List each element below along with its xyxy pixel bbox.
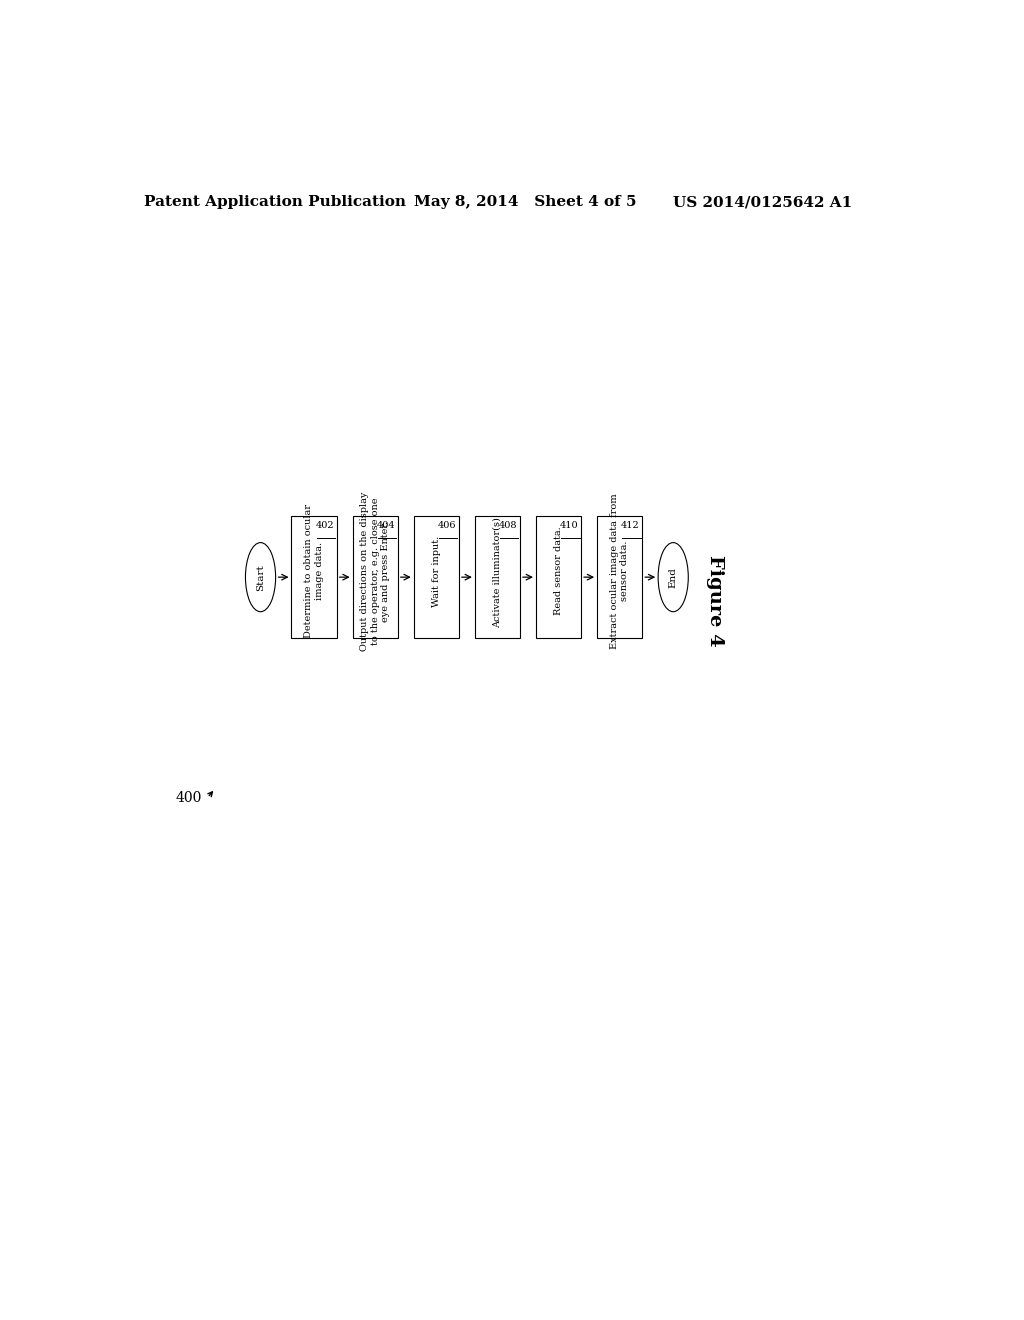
Text: 404: 404: [377, 521, 395, 531]
Text: 410: 410: [560, 521, 579, 531]
Text: Determine to obtain ocular
image data.: Determine to obtain ocular image data.: [304, 504, 324, 638]
Bar: [414, 516, 459, 638]
Ellipse shape: [658, 543, 688, 611]
Bar: [536, 516, 582, 638]
Text: Start: Start: [256, 564, 265, 590]
Text: US 2014/0125642 A1: US 2014/0125642 A1: [673, 195, 853, 209]
Text: Activate illuminator(s).: Activate illuminator(s).: [493, 513, 502, 628]
Text: Wait for input.: Wait for input.: [432, 536, 440, 607]
Ellipse shape: [246, 543, 275, 611]
Text: Figure 4: Figure 4: [707, 554, 724, 647]
Text: Extract ocular image data from
sensor data.: Extract ocular image data from sensor da…: [610, 494, 630, 649]
Text: Read sensor data.: Read sensor data.: [554, 527, 563, 615]
Bar: [292, 516, 337, 638]
Text: May 8, 2014   Sheet 4 of 5: May 8, 2014 Sheet 4 of 5: [414, 195, 636, 209]
Text: 408: 408: [499, 521, 518, 531]
Text: End: End: [669, 566, 678, 587]
Bar: [475, 516, 520, 638]
Text: 400: 400: [175, 791, 202, 805]
Text: 406: 406: [438, 521, 457, 531]
Bar: [352, 516, 397, 638]
Text: 412: 412: [622, 521, 640, 531]
Bar: [597, 516, 642, 638]
Text: Patent Application Publication: Patent Application Publication: [143, 195, 406, 209]
Text: 402: 402: [315, 521, 334, 531]
Text: Output directions on the display
to the operator, e.g. close one
eye and press E: Output directions on the display to the …: [360, 491, 390, 651]
